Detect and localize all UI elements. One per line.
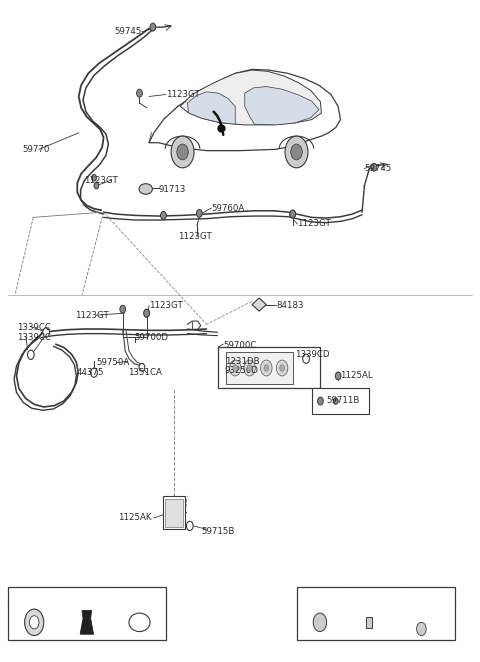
Bar bbox=[8, 587, 166, 639]
Text: 1123GT: 1123GT bbox=[298, 220, 331, 228]
Text: 59760A: 59760A bbox=[211, 204, 244, 213]
Text: 84183: 84183 bbox=[276, 301, 303, 310]
Circle shape bbox=[276, 360, 288, 376]
Circle shape bbox=[335, 372, 341, 380]
Text: 1125KB: 1125KB bbox=[360, 591, 393, 600]
Text: 59715B: 59715B bbox=[202, 527, 235, 536]
Circle shape bbox=[186, 521, 193, 530]
Circle shape bbox=[280, 365, 285, 371]
Polygon shape bbox=[80, 610, 94, 634]
Circle shape bbox=[318, 397, 323, 405]
Circle shape bbox=[92, 174, 96, 181]
Text: 1731JF: 1731JF bbox=[310, 591, 338, 600]
Bar bbox=[226, 352, 293, 384]
Bar bbox=[217, 347, 321, 388]
Text: 59700C: 59700C bbox=[223, 341, 257, 350]
Circle shape bbox=[233, 365, 238, 371]
Text: 91713: 91713 bbox=[158, 185, 186, 194]
Circle shape bbox=[144, 309, 150, 317]
Circle shape bbox=[333, 398, 338, 404]
Text: 59700D: 59700D bbox=[135, 333, 168, 342]
Text: 1338AC: 1338AC bbox=[18, 591, 50, 600]
Circle shape bbox=[285, 136, 308, 168]
Ellipse shape bbox=[139, 183, 153, 194]
Polygon shape bbox=[245, 87, 319, 125]
Text: 44375: 44375 bbox=[76, 368, 104, 377]
Bar bbox=[366, 617, 372, 628]
Circle shape bbox=[144, 309, 150, 317]
Circle shape bbox=[94, 182, 99, 189]
Polygon shape bbox=[149, 70, 340, 151]
Circle shape bbox=[303, 354, 310, 363]
Circle shape bbox=[150, 23, 156, 31]
Text: 59745: 59745 bbox=[364, 164, 392, 173]
Circle shape bbox=[160, 211, 166, 219]
Text: 59770: 59770 bbox=[22, 145, 49, 154]
Circle shape bbox=[171, 136, 194, 168]
Circle shape bbox=[371, 164, 377, 171]
Text: 93250D: 93250D bbox=[225, 366, 259, 375]
Text: 83397: 83397 bbox=[126, 591, 153, 600]
Text: 1123GT: 1123GT bbox=[178, 232, 212, 241]
Circle shape bbox=[91, 368, 97, 377]
Circle shape bbox=[244, 360, 255, 376]
Circle shape bbox=[120, 305, 126, 313]
Circle shape bbox=[139, 363, 145, 371]
Text: 93830: 93830 bbox=[73, 591, 100, 600]
Bar bbox=[165, 498, 183, 526]
Ellipse shape bbox=[129, 613, 150, 632]
Circle shape bbox=[229, 360, 241, 376]
Circle shape bbox=[417, 622, 426, 636]
Text: 1123GU: 1123GU bbox=[412, 591, 446, 600]
Polygon shape bbox=[180, 70, 322, 125]
Text: 1339CC: 1339CC bbox=[17, 333, 51, 342]
Polygon shape bbox=[252, 298, 266, 311]
Circle shape bbox=[137, 89, 143, 97]
Text: 59711B: 59711B bbox=[326, 396, 360, 405]
Text: 1125AK: 1125AK bbox=[118, 514, 152, 522]
Circle shape bbox=[290, 210, 296, 218]
Text: 59745: 59745 bbox=[115, 27, 142, 36]
Circle shape bbox=[43, 328, 49, 337]
Circle shape bbox=[196, 209, 202, 217]
Circle shape bbox=[29, 616, 39, 629]
Bar bbox=[298, 587, 456, 639]
Text: 1123GT: 1123GT bbox=[166, 90, 200, 99]
Text: 1351CA: 1351CA bbox=[128, 368, 161, 377]
Circle shape bbox=[177, 144, 188, 160]
Bar bbox=[312, 389, 369, 414]
Circle shape bbox=[291, 144, 302, 160]
Text: 1125AL: 1125AL bbox=[340, 371, 373, 381]
Text: 1123GT: 1123GT bbox=[75, 310, 108, 320]
Circle shape bbox=[247, 365, 252, 371]
Text: 59750A: 59750A bbox=[96, 358, 130, 367]
Circle shape bbox=[313, 613, 326, 632]
Text: 1123GT: 1123GT bbox=[149, 301, 183, 310]
Text: 1123GT: 1123GT bbox=[84, 176, 118, 185]
Circle shape bbox=[261, 360, 272, 376]
Polygon shape bbox=[187, 92, 235, 124]
Circle shape bbox=[24, 609, 44, 636]
Text: 1231DB: 1231DB bbox=[225, 357, 259, 366]
Bar bbox=[163, 496, 185, 529]
Text: 1339CC: 1339CC bbox=[17, 323, 51, 332]
Circle shape bbox=[264, 365, 269, 371]
Circle shape bbox=[27, 350, 34, 359]
Circle shape bbox=[290, 210, 296, 218]
Text: 1339CD: 1339CD bbox=[295, 350, 330, 359]
